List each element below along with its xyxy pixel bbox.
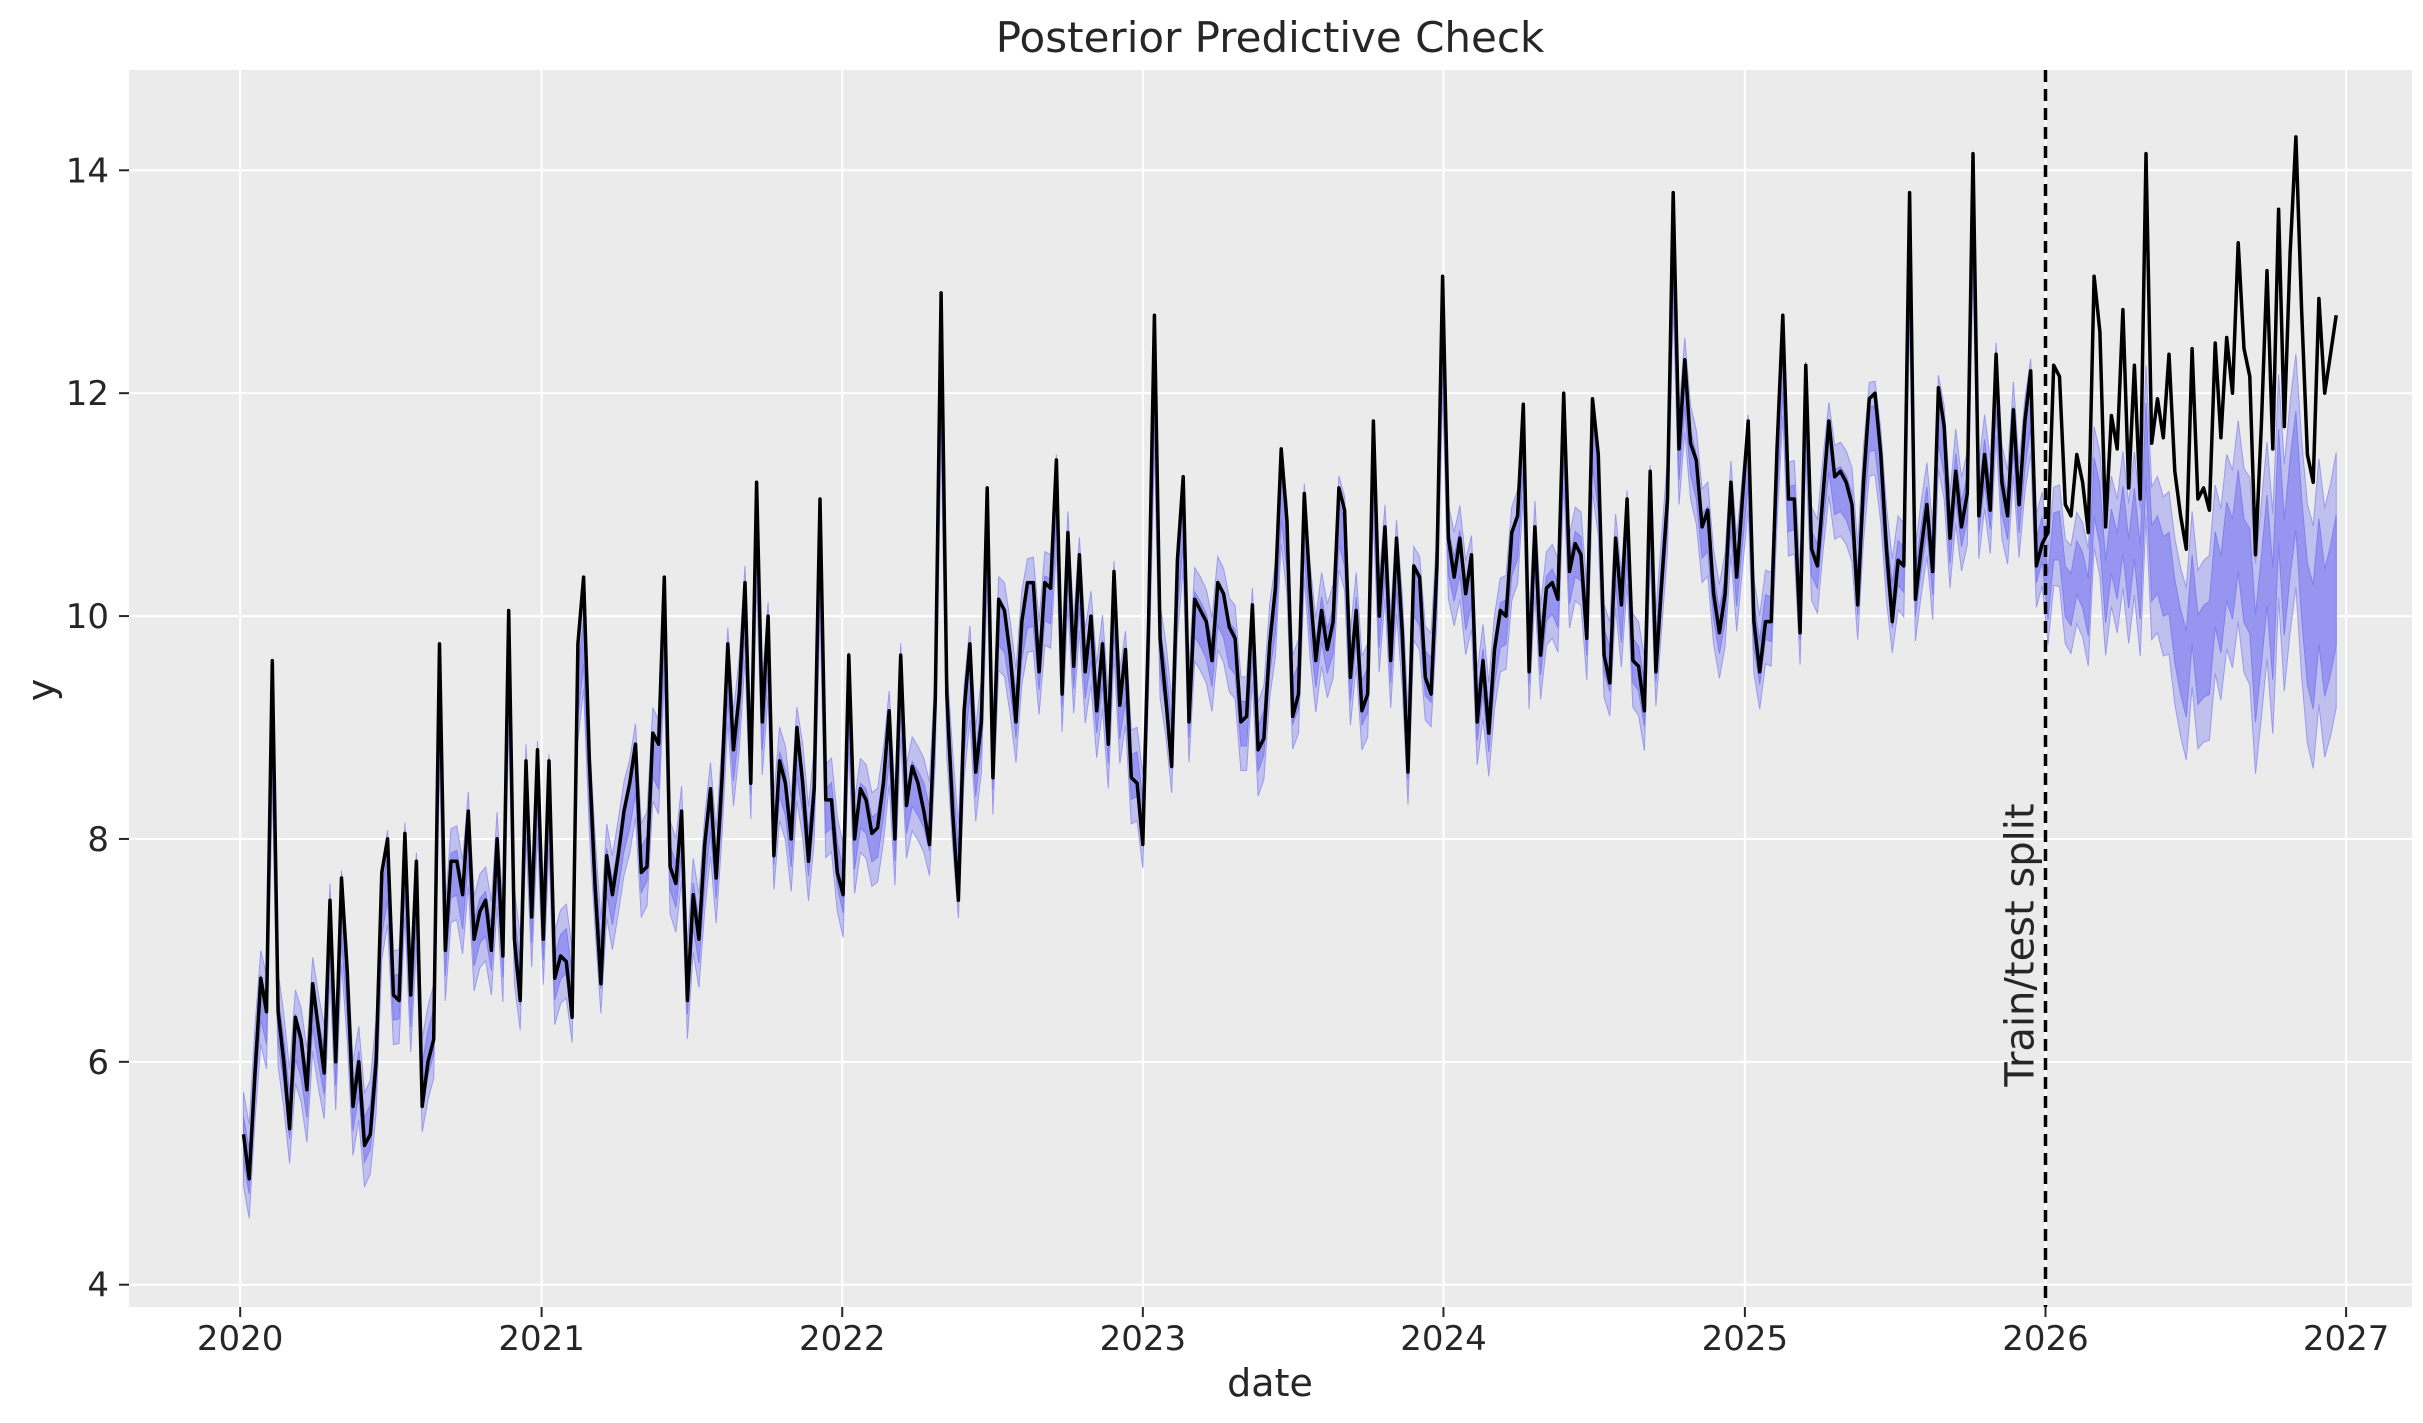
chart-title: Posterior Predictive Check (996, 13, 1545, 62)
x-axis: 2020 2021 2022 2023 2024 2025 2026 2027 (197, 1307, 2389, 1359)
grid-lines (129, 70, 2412, 1307)
y-tick-label: 10 (66, 597, 109, 637)
train-test-split-marker: Train/test split (1998, 70, 2048, 1307)
x-tick-label: 2021 (498, 1319, 585, 1359)
x-tick-label: 2024 (1400, 1319, 1487, 1359)
y-axis-label: y (19, 679, 63, 702)
x-axis-label: date (1227, 1361, 1313, 1405)
split-label: Train/test split (1998, 803, 2044, 1087)
y-tick-label: 4 (87, 1266, 109, 1306)
y-tick-label: 6 (87, 1043, 109, 1083)
x-tick-label: 2023 (1100, 1319, 1187, 1359)
observed-line (241, 135, 2338, 1181)
x-tick-label: 2022 (799, 1319, 886, 1359)
y-tick-label: 8 (87, 820, 109, 860)
x-tick-label: 2020 (197, 1319, 284, 1359)
y-tick-label: 12 (66, 374, 109, 414)
x-tick-label: 2026 (2002, 1319, 2089, 1359)
observed-series (241, 135, 2338, 1181)
x-tick-label: 2025 (1702, 1319, 1789, 1359)
x-tick-label: 2027 (2303, 1319, 2390, 1359)
y-axis: 4 6 8 10 12 14 (66, 151, 129, 1306)
y-tick-label: 14 (66, 151, 109, 191)
